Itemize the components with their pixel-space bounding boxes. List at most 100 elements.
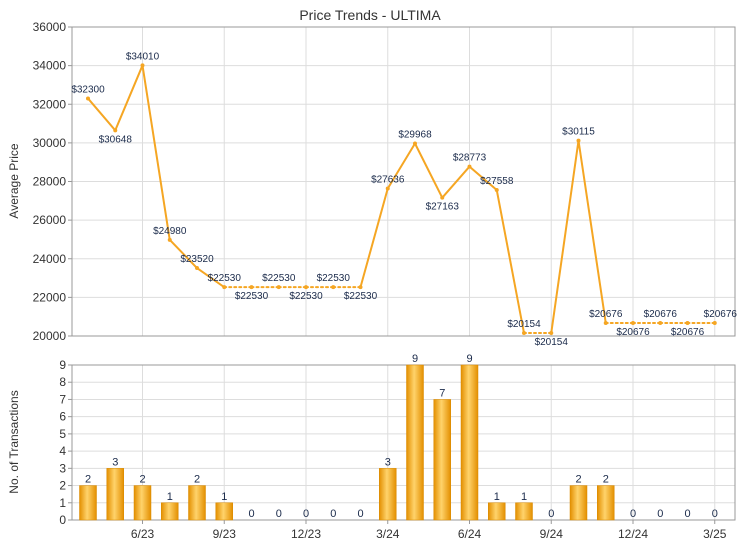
price-y-tick-label: 24000 [33, 252, 67, 266]
transactions-y-axis-title: No. of Transactions [7, 390, 21, 493]
price-data-label: $28773 [453, 153, 487, 164]
price-y-tick-label: 34000 [33, 59, 67, 73]
price-data-label: $27636 [371, 175, 405, 186]
price-line-series [87, 64, 716, 335]
transaction-bar [597, 485, 615, 521]
price-data-label: $30115 [562, 127, 595, 138]
transactions-y-tick-label: 0 [59, 513, 66, 527]
transaction-bar [106, 468, 124, 521]
price-line-segment [386, 142, 416, 190]
price-point [304, 285, 308, 290]
price-line-segment [414, 142, 444, 199]
price-line-segment [550, 139, 580, 335]
price-data-label: $22530 [317, 273, 351, 284]
price-point [358, 285, 363, 290]
transaction-bar [133, 485, 152, 521]
transactions-y-tick-label: 9 [59, 358, 66, 372]
transaction-bar-label: 0 [357, 508, 363, 520]
price-y-ticks: 20000 22000 24000 26000 28000 30000 32000 34000… [33, 20, 72, 343]
price-point [522, 331, 526, 336]
price-data-label: $29968 [398, 129, 432, 140]
transaction-bar-label: 0 [248, 508, 254, 520]
price-point [658, 320, 663, 325]
transaction-bar-label: 2 [85, 474, 91, 486]
price-line-segment [168, 238, 198, 270]
x-tick-label: 6/24 [458, 527, 482, 541]
price-y-tick-label: 30000 [33, 136, 67, 150]
transaction-bar-label: 0 [303, 508, 309, 520]
price-point [140, 63, 145, 68]
price-point [467, 164, 472, 169]
x-tick-label: 6/23 [131, 527, 155, 541]
x-tick-label: 12/24 [618, 527, 648, 541]
transactions-y-tick-label: 6 [59, 410, 66, 424]
price-point [249, 285, 254, 290]
price-line-segment [468, 165, 498, 192]
price-data-label: $20676 [644, 309, 678, 320]
price-line-segment [495, 189, 525, 335]
transaction-bar-label: 0 [712, 508, 718, 520]
transaction-bar [488, 502, 506, 521]
transaction-bar [379, 468, 397, 521]
price-point [603, 320, 608, 325]
price-data-label: $22530 [208, 273, 242, 284]
transaction-bar [460, 364, 479, 521]
price-y-tick-label: 22000 [33, 290, 67, 304]
transactions-plot-frame [71, 364, 736, 521]
price-data-label: $20154 [507, 319, 541, 330]
price-point [86, 96, 90, 101]
price-y-tick-label: 20000 [33, 329, 67, 343]
transaction-bar-label: 0 [548, 508, 554, 520]
transaction-bar-label: 2 [575, 474, 581, 486]
transaction-bar-label: 9 [412, 353, 418, 365]
price-line-segment [87, 97, 117, 132]
x-tick-label: 3/25 [703, 527, 727, 541]
price-y-tick-label: 28000 [33, 175, 67, 189]
price-data-labels: $32300 $30648 $34010 $24980 $23520 $22530 $225… [71, 51, 737, 348]
price-data-label: $20676 [671, 327, 705, 338]
x-tick-label: 12/23 [291, 527, 321, 541]
transactions-y-ticks: 0 1 2 3 4 5 6 7 8 9 [59, 358, 72, 527]
transactions-y-tick-label: 8 [59, 375, 66, 389]
transaction-bar-label: 0 [330, 508, 336, 520]
transactions-y-tick-label: 2 [59, 479, 66, 493]
price-point [712, 320, 717, 325]
transaction-bar [161, 502, 179, 521]
price-point [685, 320, 690, 325]
price-data-label: $20676 [616, 327, 650, 338]
transaction-bar-label: 2 [194, 474, 200, 486]
price-data-label: $23520 [180, 254, 214, 265]
price-point [167, 237, 172, 242]
transaction-bar-label: 1 [167, 491, 173, 503]
transaction-bar [569, 485, 588, 521]
transactions-y-tick-label: 3 [59, 461, 66, 475]
price-point [276, 285, 281, 290]
transaction-bar [515, 502, 533, 521]
transaction-bar [406, 364, 424, 521]
price-point [576, 138, 581, 143]
price-y-tick-label: 26000 [33, 213, 67, 227]
price-point [222, 285, 227, 290]
price-line-segment [577, 139, 607, 324]
price-point [440, 195, 445, 200]
x-tick-label: 9/24 [540, 527, 564, 541]
transactions-y-tick-label: 7 [59, 392, 66, 406]
price-y-tick-label: 32000 [33, 97, 67, 111]
transaction-bar-label: 2 [139, 474, 145, 486]
price-line-segment [114, 64, 144, 132]
price-data-label: $27163 [426, 202, 460, 213]
transaction-bar-label: 0 [657, 508, 663, 520]
price-data-label: $32300 [71, 84, 105, 95]
transaction-bar [188, 485, 206, 521]
transactions-y-tick-label: 5 [59, 427, 66, 441]
transaction-bar-label: 0 [684, 508, 690, 520]
transaction-bar [433, 399, 451, 521]
transactions-y-tick-label: 4 [59, 444, 66, 458]
price-data-label: $27558 [480, 176, 514, 187]
price-point [549, 331, 554, 336]
transaction-bar [79, 485, 97, 521]
price-point [631, 320, 635, 325]
transaction-bar-label: 3 [385, 456, 391, 468]
